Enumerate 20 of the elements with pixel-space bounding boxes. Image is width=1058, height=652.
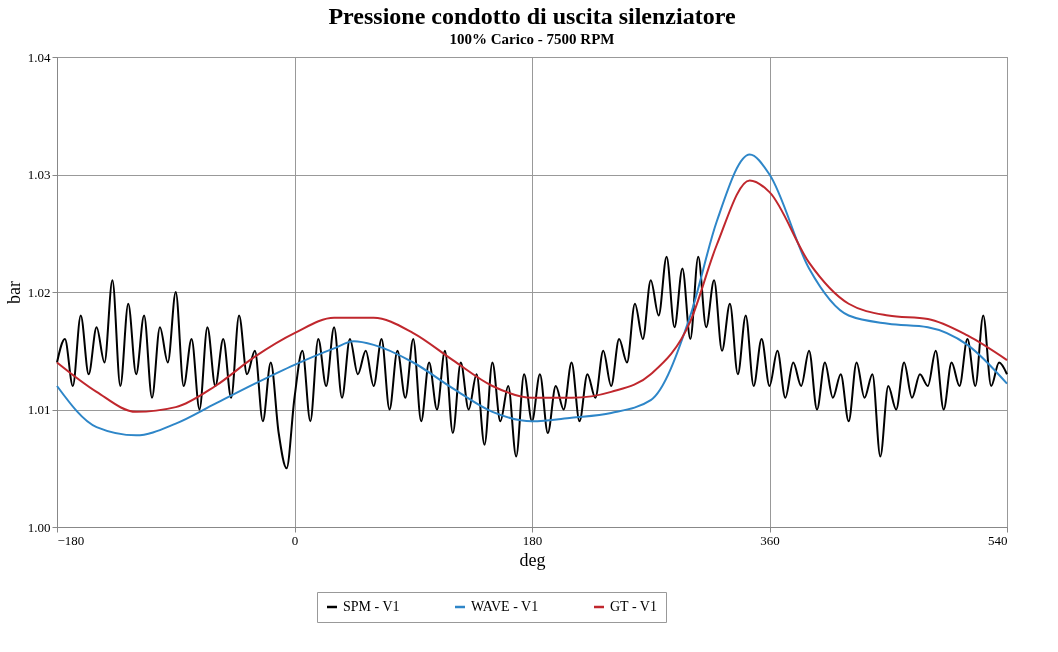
x-tick-label: 540 [988,532,1008,548]
legend-label: GT - V1 [610,599,657,614]
x-tick-label: 180 [522,532,543,548]
line-series [56,255,1008,470]
legend-label: WAVE - V1 [471,599,539,614]
y-tick-label: 1.01 [27,402,51,417]
line-series [56,179,1008,413]
x-tick-label: −180 [57,532,85,548]
y-tick-label: 1.04 [27,49,51,65]
chart-subtitle: 100% Carico - 7500 RPM [449,31,615,47]
y-axis-title: bar [3,281,24,304]
legend-label: SPM - V1 [343,599,400,614]
x-tick-label: 360 [760,532,780,548]
y-tick-label: 1.03 [27,167,51,182]
x-axis-title: deg [519,549,546,570]
y-tick-label: 1.02 [27,284,51,300]
line-series [56,153,1008,437]
x-tick-label: 0 [291,532,299,548]
y-tick-label: 1.00 [27,519,51,535]
chart-title: Pressione condotto di uscita silenziatore [328,3,736,29]
